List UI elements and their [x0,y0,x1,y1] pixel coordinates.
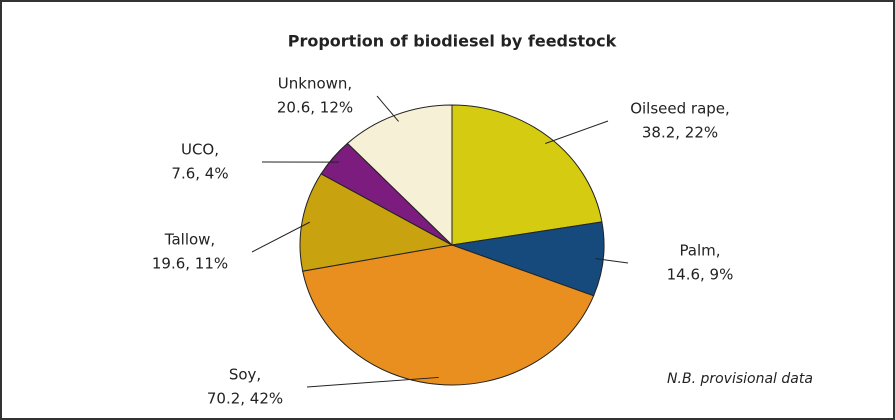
slice-value-label: 38.2, 22% [642,124,718,142]
pie-slice [451,104,603,246]
slice-value-label: 7.6, 4% [171,165,228,183]
slice-label: UCO, [181,141,219,159]
slice-label: Palm, [679,242,720,260]
slice-label: Tallow, [164,231,215,249]
leader-line [251,221,310,253]
chart-title: Proportion of biodiesel by feedstock [288,32,617,51]
pie-slice [299,173,454,272]
slice-value-label: 14.6, 9% [667,266,734,284]
slice-value-label: 70.2, 42% [207,390,283,408]
slice-label: Soy, [229,366,261,384]
slice-label: Oilseed rape, [630,100,730,118]
leader-line [545,120,609,144]
leader-line [306,376,439,388]
pie-slice [346,104,453,247]
pie-slice [302,244,595,386]
slice-value-label: 19.6, 11% [152,255,228,273]
leader-line [376,95,399,122]
leader-line [595,258,629,264]
annotation: N.B. provisional data [667,371,813,387]
slice-label: Unknown, [278,75,352,93]
slice-value-label: 20.6, 12% [277,99,353,117]
